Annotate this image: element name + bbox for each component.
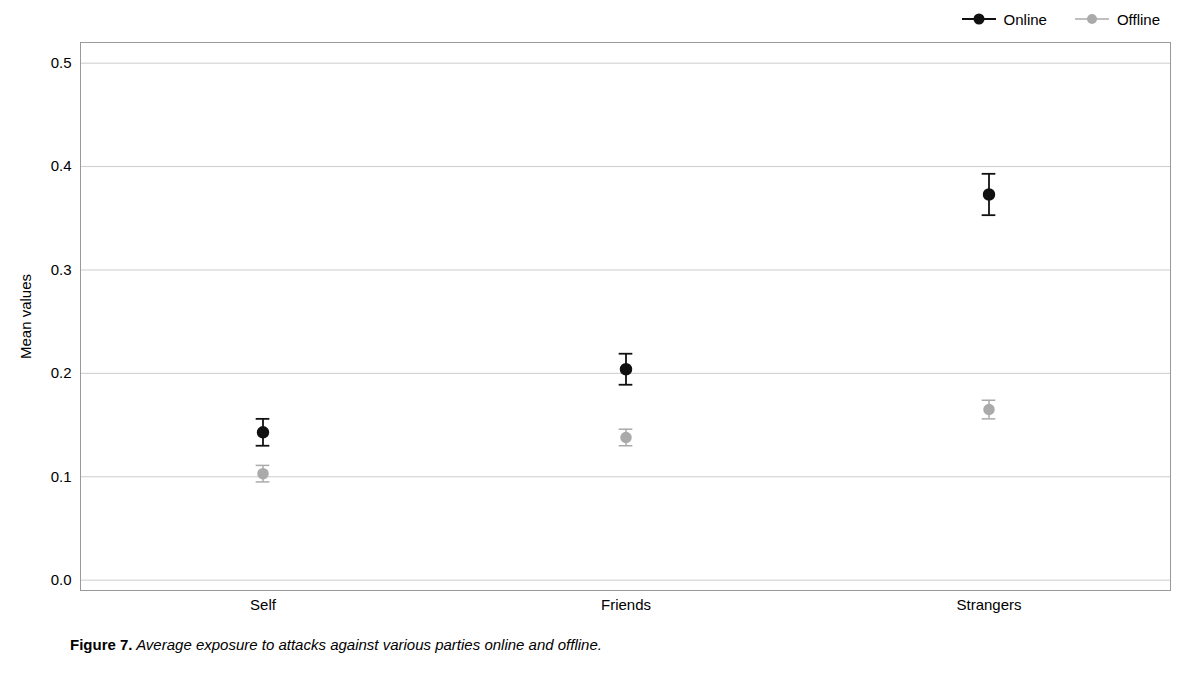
- svg-text:0.1: 0.1: [51, 468, 72, 485]
- svg-text:0.5: 0.5: [51, 54, 72, 71]
- html-text:Figure 7. Average exposure to: Figure 7. Average exposure to attacks ag…: [70, 636, 602, 653]
- svg-text:Friends: Friends: [601, 596, 651, 613]
- svg-text:0.2: 0.2: [51, 364, 72, 381]
- svg-text:0.3: 0.3: [51, 261, 72, 278]
- svg-text:Mean values: Mean values: [17, 274, 34, 359]
- html-text:Online: Online: [1003, 10, 1047, 28]
- svg-text:Self: Self: [250, 596, 277, 613]
- svg-text:Strangers: Strangers: [956, 596, 1021, 613]
- svg-text:0.4: 0.4: [51, 157, 72, 174]
- html-text:Offline: Offline: [1116, 10, 1160, 28]
- svg-text:0.0: 0.0: [51, 571, 72, 588]
